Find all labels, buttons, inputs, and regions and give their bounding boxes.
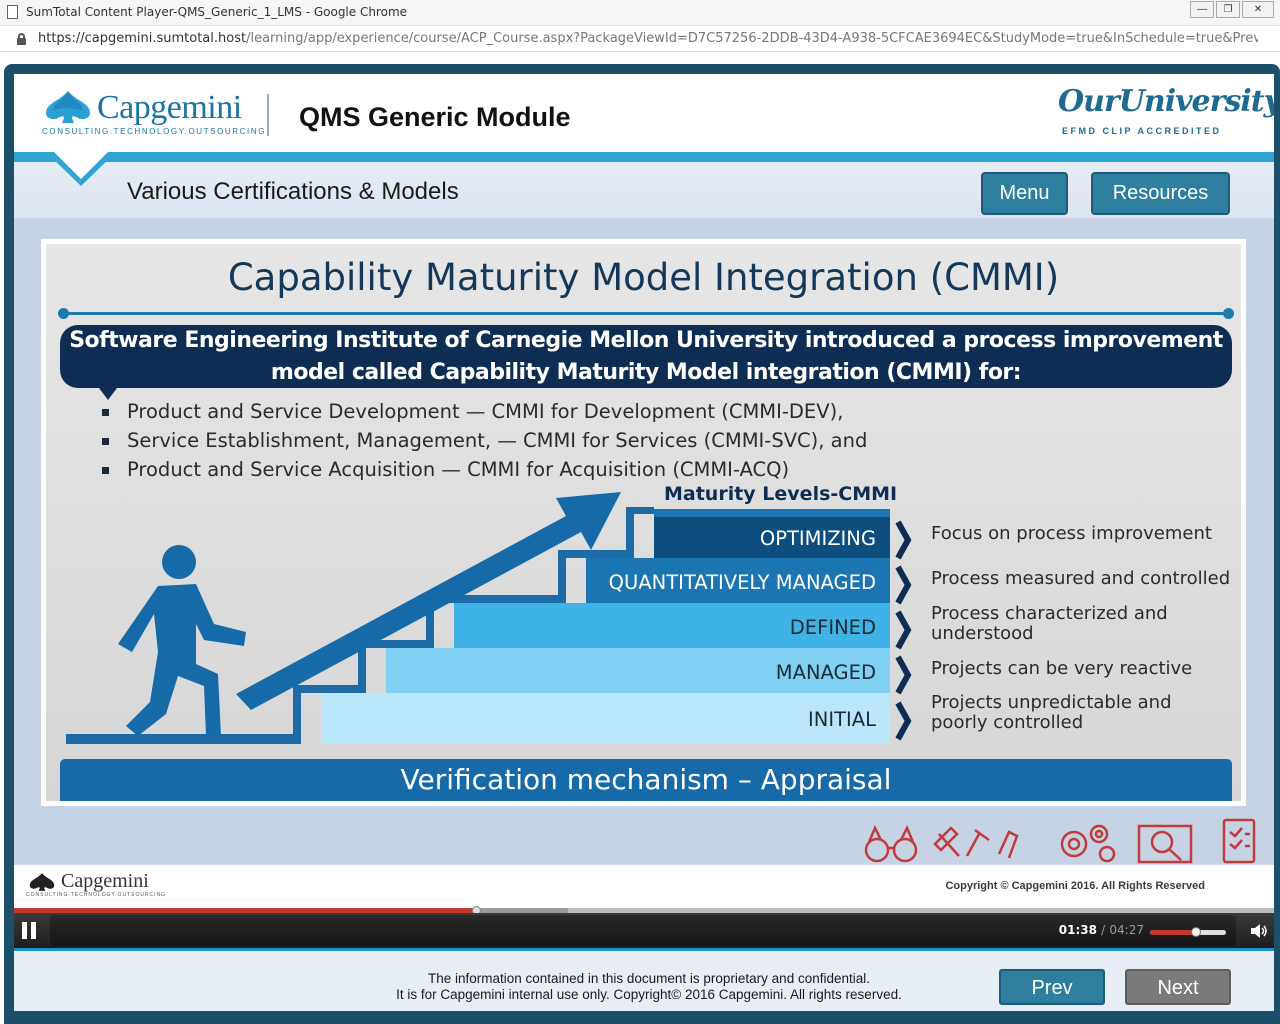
intro-banner: Software Engineering Institute of Carneg… [60, 325, 1232, 388]
checklist-icon [1222, 818, 1256, 864]
growth-arrow [236, 492, 621, 710]
step-managed [386, 648, 890, 693]
page-icon [7, 5, 18, 19]
verification-bar: Verification mechanism – Appraisal [60, 759, 1232, 801]
banner-line-1: Software Engineering Institute of Carneg… [69, 328, 1223, 353]
pause-icon[interactable] [22, 922, 36, 939]
magnifier-icon [1137, 824, 1193, 864]
course-header: Capgemini CONSULTING.TECHNOLOGY.OUTSOURC… [14, 74, 1274, 152]
decorative-icons [864, 818, 1256, 864]
bullet-item: Service Establishment, Management, — CMM… [102, 429, 867, 458]
progress-fill [14, 908, 477, 913]
gears-icon [1060, 824, 1116, 863]
time-separator: / [1101, 923, 1106, 937]
banner-pointer [96, 384, 120, 400]
ouruniversity-logo: OurUniversity EFMD CLIP ACCREDITED [1054, 84, 1274, 144]
header-divider [267, 94, 269, 136]
level-initial: INITIAL [808, 708, 876, 731]
bullet-item: Product and Service Development — CMMI f… [102, 400, 867, 429]
slide-title: Capability Maturity Model Integration (C… [227, 256, 1060, 299]
level-optimizing: OPTIMIZING [759, 527, 876, 550]
slide-footer: Capgemini CONSULTING.TECHNOLOGY.OUTSOURC… [14, 864, 1274, 908]
speaker-icon[interactable] [1250, 923, 1268, 939]
time-display: 01:38 / 04:27 [1059, 923, 1144, 937]
url-text[interactable]: https://capgemini.sumtotal.host/learning… [38, 31, 1258, 46]
confidentiality-disclaimer: The information contained in this docume… [314, 971, 984, 1003]
next-button[interactable]: Next [1125, 969, 1231, 1005]
buffered-range [476, 908, 569, 913]
total-time: 04:27 [1109, 923, 1144, 937]
accent-band [14, 152, 1274, 162]
volume-slider[interactable] [1150, 927, 1226, 937]
browser-titlebar: SumTotal Content Player-QMS_Generic_1_LM… [0, 0, 1280, 26]
level-managed: MANAGED [775, 661, 876, 684]
bullet-item: Product and Service Acquisition — CMMI f… [102, 458, 867, 487]
tools-icon [933, 826, 1019, 859]
prev-button[interactable]: Prev [999, 969, 1105, 1005]
partner-tagline: EFMD CLIP ACCREDITED [1062, 126, 1222, 136]
level-defined: DEFINED [789, 616, 876, 639]
chevron-right-icon [895, 565, 912, 605]
copyright-text: Copyright © Capgemini 2016. All Rights R… [945, 880, 1205, 892]
volume-fill [1150, 930, 1196, 935]
slide-content: Capability Maturity Model Integration (C… [46, 244, 1241, 801]
title-rule [58, 308, 1234, 319]
resources-button[interactable]: Resources [1091, 172, 1230, 215]
module-title: QMS Generic Module [299, 102, 571, 132]
course-stage: Capgemini CONSULTING.TECHNOLOGY.OUTSOURC… [14, 74, 1274, 948]
disclaimer-line-2: It is for Capgemini internal use only. C… [396, 987, 902, 1002]
close-button[interactable]: ✕ [1242, 1, 1274, 18]
window-title: SumTotal Content Player-QMS_Generic_1_LM… [26, 5, 408, 19]
banner-line-2: model called Capability Maturity Model i… [270, 360, 1022, 385]
chevron-right-icon [895, 701, 912, 741]
chevron-right-icon [895, 610, 912, 650]
step-initial [321, 693, 890, 744]
level-description: Projects can be very reactive [931, 658, 1193, 679]
step-optimizing [654, 514, 890, 558]
capgemini-logo: Capgemini CONSULTING.TECHNOLOGY.OUTSOURC… [42, 89, 264, 139]
spade-icon [46, 91, 90, 123]
minimize-button[interactable]: — [1190, 1, 1214, 18]
player-controls: 01:38 / 04:27 [14, 913, 1274, 948]
maturity-levels-title: Maturity Levels-CMMI [664, 483, 898, 505]
step-defined [454, 603, 890, 648]
seek-track[interactable] [50, 915, 1236, 946]
slide-panel: Capability Maturity Model Integration (C… [41, 239, 1246, 806]
current-time: 01:38 [1058, 923, 1097, 937]
chevron-right-icon [895, 520, 912, 560]
logo-wordmark: Capgemini [97, 89, 242, 126]
level-description: Projects unpredictable and poorly contro… [931, 692, 1172, 733]
logo-tagline: CONSULTING.TECHNOLOGY.OUTSOURCING [42, 127, 267, 136]
step-quantitative [586, 558, 890, 603]
level-quantitatively-managed: QUANTITATIVELY MANAGED [608, 571, 876, 594]
chevron-notch [46, 152, 116, 186]
chevron-right-icon [895, 655, 912, 695]
lock-icon [17, 33, 26, 45]
disclaimer-line-1: The information contained in this docume… [428, 971, 870, 986]
section-bar: Various Certifications & Models Menu Res… [14, 152, 1274, 218]
volume-handle[interactable] [1190, 927, 1201, 937]
partner-wordmark: OurUniversity [1058, 84, 1274, 119]
cmmi-bullet-list: Product and Service Development — CMMI f… [102, 400, 867, 487]
binoculars-icon [864, 825, 918, 863]
level-description: Process characterized and understood [931, 603, 1168, 644]
level-description: Process measured and controlled [931, 568, 1231, 589]
maturity-staircase [66, 492, 912, 744]
walking-person-icon [118, 545, 246, 736]
bottom-nav-bar: The information contained in this docume… [14, 948, 1274, 1011]
section-title: Various Certifications & Models [127, 178, 459, 205]
address-bar[interactable]: https://capgemini.sumtotal.host/learning… [0, 26, 1280, 52]
footer-wordmark: Capgemini [61, 870, 149, 892]
footer-tagline: CONSULTING.TECHNOLOGY.OUTSOURCING [26, 892, 167, 898]
menu-button[interactable]: Menu [981, 172, 1068, 215]
spade-icon [29, 873, 55, 891]
maximize-button[interactable]: ❐ [1216, 1, 1240, 18]
level-description: Focus on process improvement [931, 523, 1212, 544]
